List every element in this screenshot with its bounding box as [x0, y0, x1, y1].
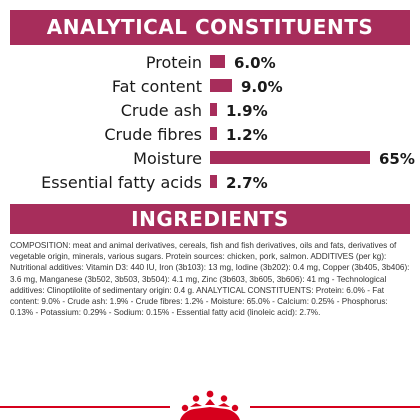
constituent-label: Crude fibres: [104, 125, 202, 144]
constituent-value: 9.0%: [241, 78, 283, 96]
constituent-bar: [210, 151, 370, 164]
constituent-label: Protein: [145, 53, 202, 72]
constituent-label: Crude ash: [120, 101, 202, 120]
analytical-constituents-list: Protein 6.0% Fat content 9.0% Crude ash 1.9% C…: [0, 51, 420, 195]
constituent-value: 2.7%: [226, 174, 268, 192]
footer-line-left: [0, 406, 170, 408]
composition-text: COMPOSITION: meat and animal derivatives…: [10, 241, 410, 318]
constituent-row: Fat content 9.0%: [0, 75, 420, 99]
constituent-value: 1.9%: [226, 102, 268, 120]
constituent-value: 1.2%: [226, 126, 268, 144]
analytical-constituents-banner: ANALYTICAL CONSTITUENTS: [10, 10, 410, 45]
constituent-row: Moisture 65%: [0, 147, 420, 171]
constituent-label: Fat content: [111, 77, 202, 96]
ingredients-banner: INGREDIENTS: [10, 204, 410, 234]
constituent-bar: [210, 175, 217, 188]
royal-canin-crown-icon: [180, 390, 240, 420]
constituent-row: Crude fibres 1.2%: [0, 123, 420, 147]
constituent-row: Protein 6.0%: [0, 51, 420, 75]
constituent-bar: [210, 127, 217, 140]
footer-line-right: [250, 406, 420, 408]
constituent-label: Moisture: [133, 149, 202, 168]
constituent-row: Crude ash 1.9%: [0, 99, 420, 123]
constituent-value: 6.0%: [234, 54, 276, 72]
constituent-label: Essential fatty acids: [41, 173, 202, 192]
constituent-bar: [210, 103, 217, 116]
constituent-bar: [210, 79, 232, 92]
constituent-row: Essential fatty acids 2.7%: [0, 171, 420, 195]
constituent-value: 65%: [379, 150, 415, 168]
constituent-bar: [210, 55, 225, 68]
